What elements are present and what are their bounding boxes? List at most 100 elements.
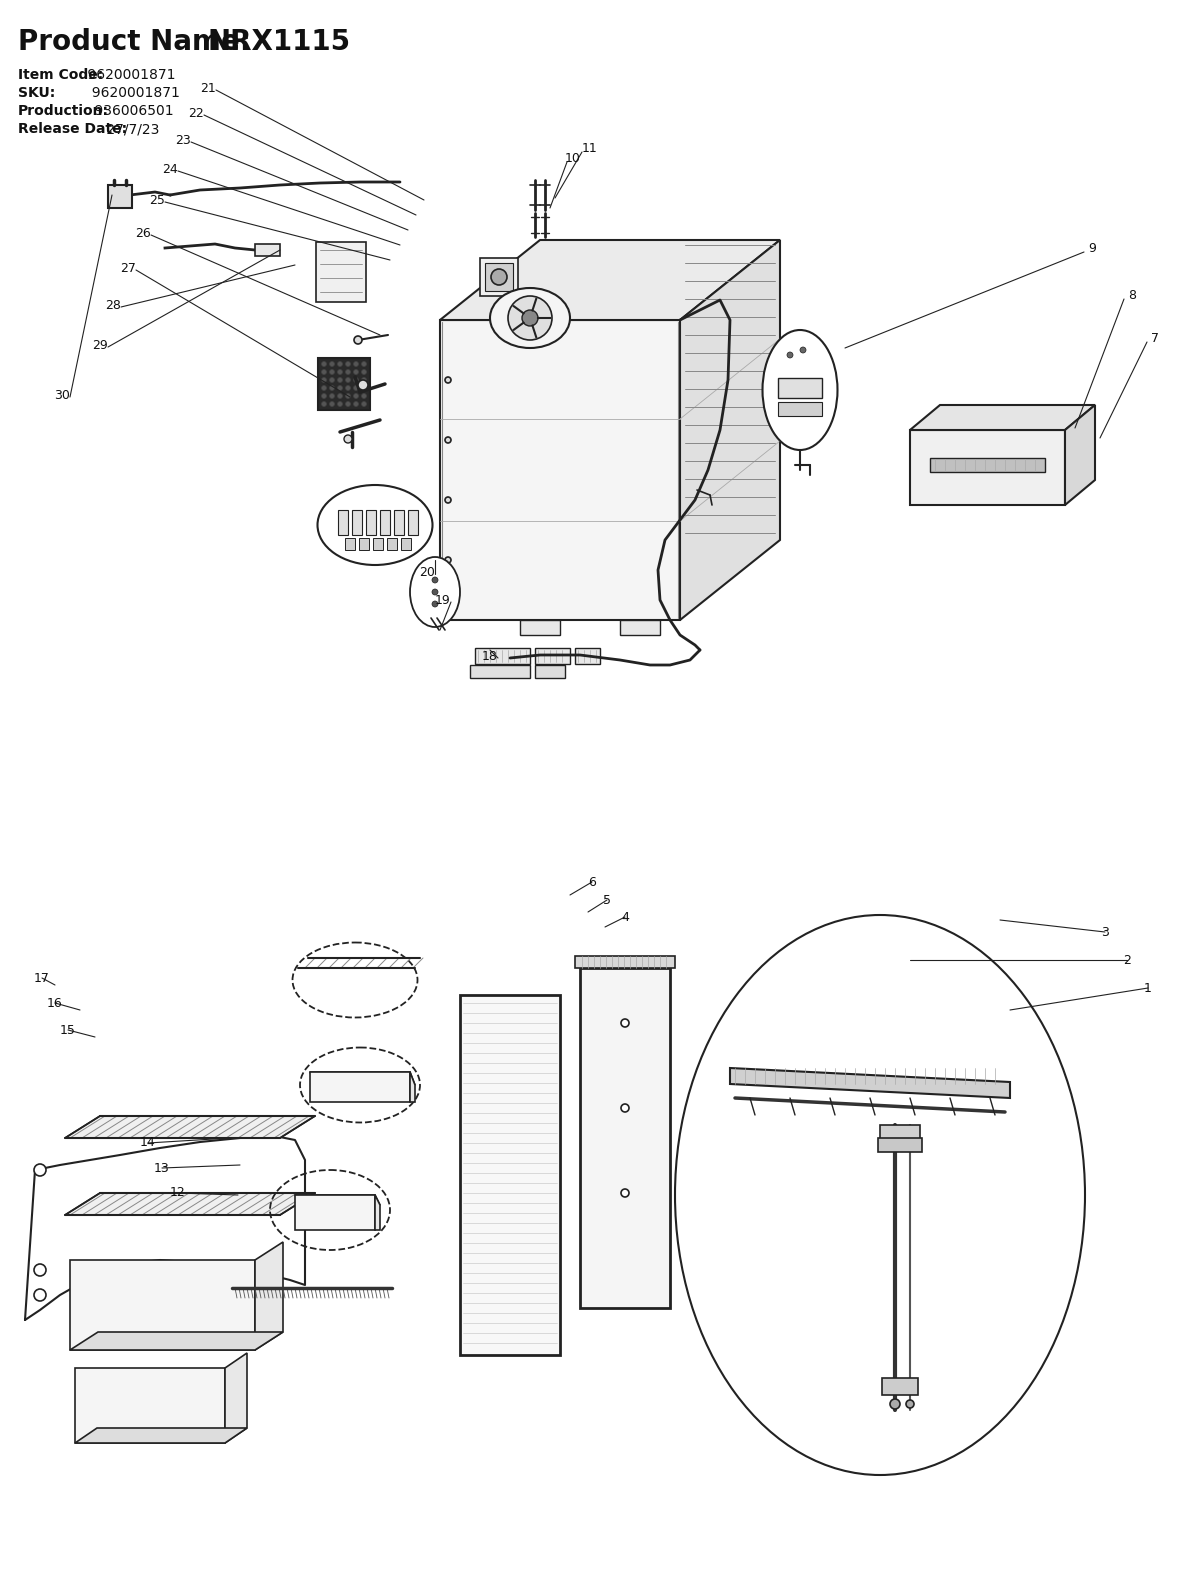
Polygon shape [575,956,674,967]
Circle shape [330,377,335,383]
Circle shape [445,377,451,383]
Polygon shape [226,1353,247,1444]
Polygon shape [310,1072,415,1084]
Circle shape [361,402,366,407]
Polygon shape [480,258,518,296]
Circle shape [322,402,326,407]
Polygon shape [535,665,565,678]
Polygon shape [74,1428,247,1444]
Circle shape [354,386,359,391]
Circle shape [445,557,451,564]
Circle shape [622,1019,629,1027]
Polygon shape [882,1377,918,1395]
Circle shape [491,269,508,285]
Circle shape [354,402,359,407]
Circle shape [34,1263,46,1276]
Polygon shape [373,538,383,549]
Ellipse shape [762,329,838,450]
Circle shape [346,377,350,383]
Polygon shape [65,1116,314,1138]
Text: 24: 24 [162,163,178,176]
Text: 17: 17 [34,972,50,985]
Text: 12: 12 [170,1187,186,1200]
Polygon shape [580,967,670,1308]
Circle shape [344,435,352,443]
Circle shape [330,361,335,367]
Circle shape [787,351,793,358]
Circle shape [354,369,359,375]
Polygon shape [310,1072,410,1102]
Text: 2: 2 [1123,953,1130,967]
Circle shape [445,437,451,443]
Circle shape [508,296,552,340]
Circle shape [445,497,451,503]
Polygon shape [778,378,822,397]
Polygon shape [108,185,132,207]
Text: 27/7/23: 27/7/23 [102,122,160,136]
Text: 10: 10 [565,152,581,165]
Text: 26: 26 [136,226,151,239]
Polygon shape [352,510,362,535]
Circle shape [330,369,335,375]
Polygon shape [70,1331,283,1350]
Circle shape [361,361,366,367]
Polygon shape [880,1126,920,1140]
Circle shape [34,1289,46,1301]
Text: 9: 9 [1088,242,1096,255]
Text: 29: 29 [92,339,108,351]
Polygon shape [470,665,530,678]
Text: 14: 14 [140,1137,156,1149]
Polygon shape [460,996,560,1355]
Circle shape [337,377,342,383]
Polygon shape [401,538,410,549]
Circle shape [354,361,359,367]
Text: 6: 6 [588,875,596,888]
Text: 8: 8 [1128,288,1136,301]
Polygon shape [930,457,1045,472]
Polygon shape [730,1069,1010,1099]
Polygon shape [575,647,600,663]
Circle shape [622,1103,629,1111]
Polygon shape [70,1260,256,1350]
Text: NRX1115: NRX1115 [208,28,352,55]
Circle shape [622,1189,629,1197]
Polygon shape [386,538,397,549]
Polygon shape [380,510,390,535]
Circle shape [354,336,362,344]
Circle shape [800,347,806,353]
Circle shape [337,402,342,407]
Text: 15: 15 [60,1024,76,1037]
Polygon shape [620,621,660,635]
Polygon shape [359,538,370,549]
Circle shape [354,394,359,399]
Polygon shape [535,647,570,663]
Circle shape [354,377,359,383]
Polygon shape [410,1072,415,1102]
Circle shape [522,310,538,326]
Circle shape [346,394,350,399]
Circle shape [906,1399,914,1407]
Text: SKU:: SKU: [18,85,84,100]
Polygon shape [374,1195,380,1230]
Circle shape [337,394,342,399]
Text: 23: 23 [175,133,191,147]
Circle shape [361,377,366,383]
Polygon shape [318,358,370,410]
Polygon shape [1066,405,1096,505]
Polygon shape [394,510,404,535]
Circle shape [337,386,342,391]
Polygon shape [408,510,418,535]
Circle shape [346,386,350,391]
Circle shape [34,1164,46,1176]
Polygon shape [366,510,376,535]
Polygon shape [256,244,280,256]
Polygon shape [316,242,366,302]
Circle shape [361,369,366,375]
Circle shape [330,386,335,391]
Circle shape [432,602,438,606]
Circle shape [890,1399,900,1409]
Text: 30: 30 [54,388,70,402]
Text: 25: 25 [149,193,164,206]
Circle shape [361,394,366,399]
Text: 19: 19 [436,594,451,606]
